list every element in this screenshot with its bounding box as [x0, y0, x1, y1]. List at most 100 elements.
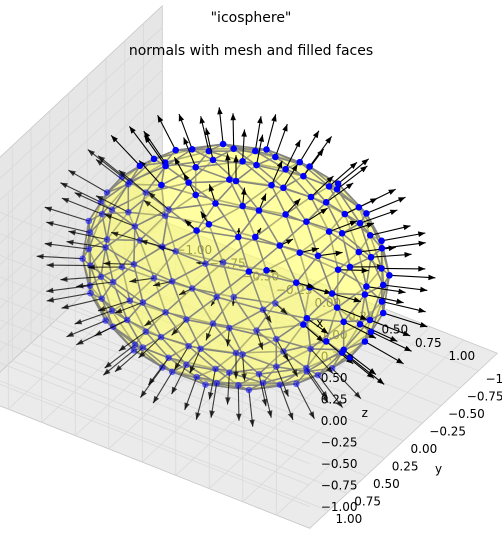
normal-arrowhead: [189, 365, 196, 374]
vertex-point: [193, 227, 200, 234]
normal-arrowhead: [428, 274, 436, 281]
normal-arrowhead: [326, 366, 333, 374]
vertex-point: [212, 200, 219, 207]
pane-floor-xy: [0, 220, 499, 529]
vertex-point: [280, 184, 287, 192]
normal-arrowhead: [353, 297, 361, 303]
normal-arrowhead: [94, 330, 103, 336]
normal-arrowhead: [404, 252, 412, 258]
vertex-point: [239, 202, 246, 210]
normal-arrowhead: [236, 413, 242, 421]
vertex-point: [205, 221, 213, 228]
vertex-point: [165, 354, 172, 362]
vertex-point: [85, 217, 93, 225]
vertex-point: [130, 347, 138, 354]
normal-arrowhead: [115, 307, 123, 314]
normal-arrowhead: [174, 362, 181, 370]
vertex-point: [103, 189, 111, 196]
vertex-point: [136, 162, 144, 170]
vertex-point: [183, 361, 190, 369]
normal-arrow: [61, 197, 103, 215]
vertex-point: [356, 219, 364, 227]
normal-arrowhead: [354, 391, 361, 399]
axis-labels: x y z: [316, 316, 442, 476]
normal-arrowhead: [360, 165, 368, 173]
vertex-point: [276, 381, 284, 389]
vertex-point: [142, 189, 150, 196]
grid-line: [0, 254, 310, 379]
normal-arrowhead: [389, 209, 398, 215]
vertex-point: [226, 324, 233, 332]
normal-arrowhead: [293, 198, 301, 206]
vertex-point: [197, 345, 204, 353]
z-tick-label: 0.00: [321, 414, 348, 428]
y-tick-label: 1.00: [336, 512, 363, 526]
vertex-point: [118, 263, 126, 271]
vertex-point: [378, 245, 386, 252]
chart-subtitle: normals with mesh and filled faces: [128, 43, 374, 59]
vertex-point: [108, 206, 116, 213]
vertex-point: [363, 283, 370, 290]
vertex-point: [333, 185, 341, 193]
normal-arrow: [381, 267, 426, 270]
normal-arrowhead: [98, 306, 106, 312]
vertex-point: [79, 255, 86, 262]
normal-arrow: [381, 300, 426, 313]
vertex-point: [253, 161, 260, 169]
vertex-point: [172, 146, 179, 154]
vertex-point: [259, 306, 267, 314]
normal-arrowhead: [196, 261, 201, 265]
vertex-point: [185, 342, 192, 350]
normal-arrowhead: [420, 286, 428, 293]
normal-arrowhead: [96, 195, 104, 202]
vertex-point: [142, 328, 150, 336]
x-tick-label: 1.00: [448, 349, 475, 363]
vertex-point: [85, 245, 93, 253]
vertex-point: [86, 282, 94, 290]
normal-arrowhead: [171, 386, 178, 395]
vertex-point: [255, 207, 263, 214]
grid-line: [12, 360, 348, 494]
vertex-point: [252, 147, 259, 155]
normal-arrowhead: [320, 208, 328, 215]
vertex-point: [188, 146, 196, 153]
normal-arrowhead: [195, 412, 201, 420]
normal-arrowhead: [231, 301, 235, 307]
vertex-point: [340, 318, 348, 326]
normal-arrowhead: [359, 314, 368, 320]
vertex-point: [355, 248, 363, 256]
vertex-point: [282, 211, 289, 218]
normal-arrow: [369, 319, 411, 337]
vertex-point: [108, 307, 116, 315]
normal-arrowhead: [61, 198, 70, 204]
normal-arrowhead: [46, 221, 54, 227]
normal-arrowhead: [104, 361, 112, 369]
vertex-point: [307, 193, 315, 201]
normal-arrowhead: [184, 219, 192, 227]
normal-arrowhead: [208, 184, 215, 192]
normal-arrowhead: [183, 137, 189, 145]
normal-arrowhead: [271, 114, 277, 122]
vertex-point: [86, 229, 94, 236]
vertex-point: [123, 316, 131, 324]
normal-arrowhead: [419, 322, 428, 328]
normal-arrowhead: [257, 342, 264, 350]
vertex-point: [341, 210, 349, 218]
normal-arrowhead: [44, 241, 52, 248]
vertex-point: [165, 206, 172, 213]
normal-arrow: [60, 182, 102, 203]
normal-arrowhead: [257, 116, 263, 124]
vertex-point: [125, 208, 132, 216]
normal-arrowhead: [306, 282, 315, 289]
normal-arrowhead: [140, 239, 148, 246]
normal-arrowhead: [68, 230, 76, 236]
vertex-point: [379, 281, 387, 289]
grid-line: [0, 48, 163, 201]
vertex-point: [232, 349, 240, 357]
normal-arrowhead: [321, 395, 329, 403]
normal-arrowhead: [118, 170, 126, 177]
normal-arrow: [46, 292, 91, 302]
normal-arrowhead: [287, 412, 294, 420]
vertex-point: [202, 260, 209, 268]
vertex-point: [263, 267, 270, 274]
